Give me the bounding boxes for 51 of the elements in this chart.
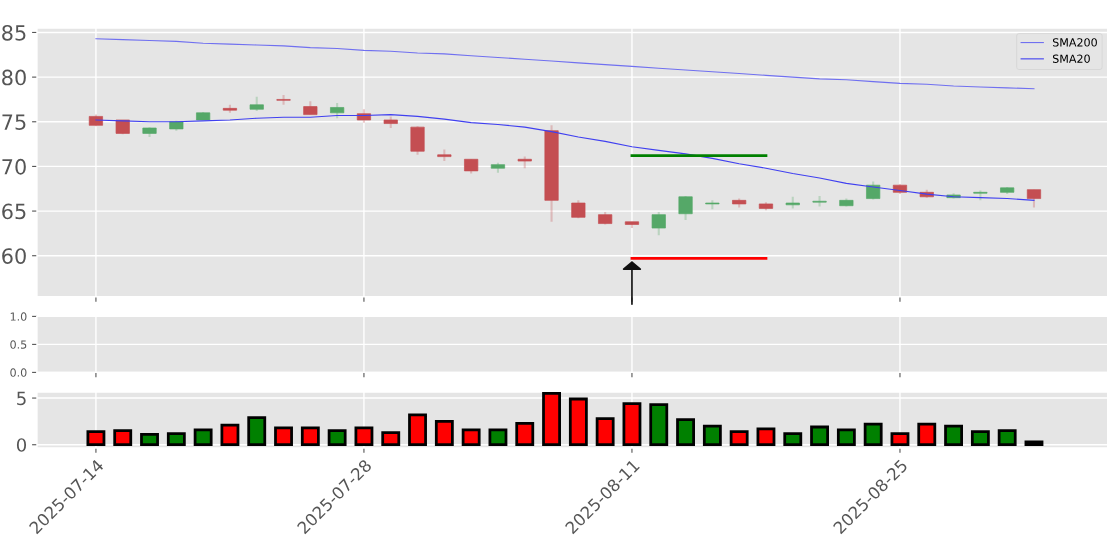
- bar: [649, 403, 669, 447]
- bar: [997, 429, 1017, 447]
- bar: [515, 421, 535, 447]
- y-tick-label: 65: [2, 203, 26, 220]
- bar: [86, 430, 106, 447]
- bar: [729, 430, 749, 447]
- bar: [327, 429, 347, 447]
- y-tick-label: 75: [2, 114, 26, 130]
- y-tick-label: 80: [2, 69, 26, 86]
- candlestick: [276, 93, 291, 106]
- bar: [595, 417, 615, 447]
- bar: [1024, 440, 1044, 447]
- bar: [756, 427, 776, 447]
- bar: [461, 428, 481, 447]
- bar: [220, 423, 240, 447]
- bar: [113, 429, 133, 447]
- bar: [810, 425, 829, 447]
- bar: [970, 430, 990, 447]
- legend-label: SMA200: [1052, 38, 1097, 47]
- bar: [300, 426, 320, 447]
- y-tick-label: 0: [16, 438, 27, 452]
- y-tick-label: 1.0: [10, 312, 27, 321]
- bar: [836, 428, 856, 447]
- bar: [622, 402, 642, 447]
- y-tick-label: 0.0: [10, 368, 27, 377]
- bar: [702, 424, 722, 447]
- bar: [274, 426, 293, 447]
- bar: [193, 428, 213, 447]
- y-tick-label: 70: [2, 158, 26, 175]
- bar: [890, 432, 910, 447]
- bar: [944, 424, 963, 447]
- bar: [783, 432, 803, 447]
- bar: [434, 420, 454, 447]
- y-tick-label: 5: [17, 391, 26, 406]
- bar: [408, 413, 427, 447]
- bar: [676, 418, 695, 447]
- y-tick-label: 85: [2, 24, 26, 41]
- bar: [568, 397, 588, 447]
- bar: [166, 432, 186, 447]
- y-tick-label: 0.5: [10, 340, 27, 349]
- bar: [354, 426, 374, 447]
- bar: [863, 422, 883, 447]
- y-tick-label: 60: [2, 248, 26, 264]
- bar: [247, 416, 267, 447]
- bar: [140, 433, 159, 447]
- bar: [542, 392, 561, 447]
- bar: [381, 431, 401, 447]
- bar: [917, 422, 937, 447]
- legend-label: SMA20: [1052, 54, 1090, 63]
- bar: [488, 428, 508, 447]
- line-series: [95, 38, 1035, 90]
